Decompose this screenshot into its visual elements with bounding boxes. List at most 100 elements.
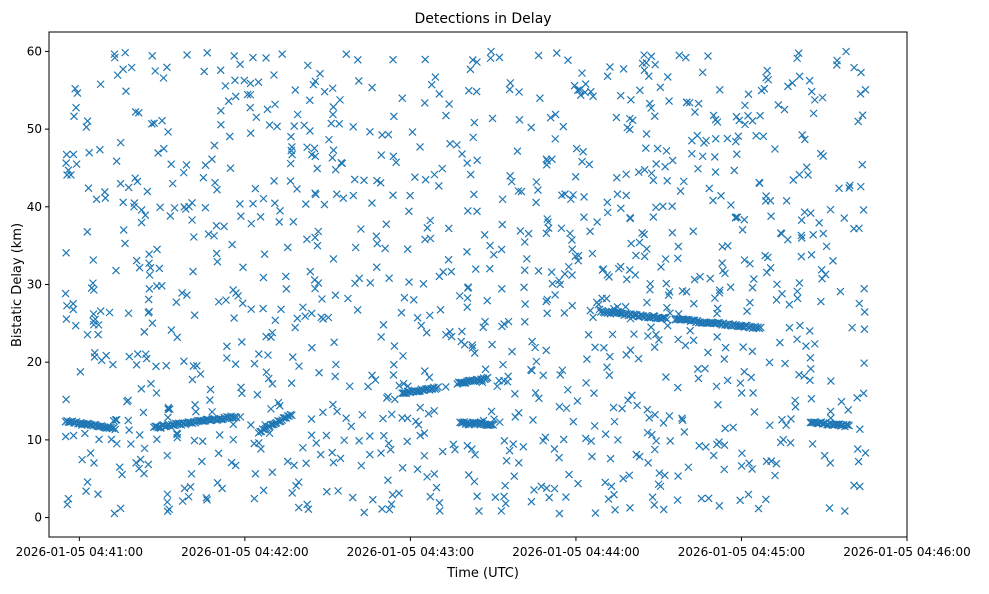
clutter-detection-marker (775, 338, 784, 347)
clutter-detection-marker (419, 279, 428, 288)
clutter-detection-marker (307, 309, 316, 318)
clutter-detection-marker (333, 407, 341, 416)
clutter-detection-marker (62, 395, 71, 404)
clutter-detection-marker (159, 144, 168, 153)
clutter-detection-marker (682, 98, 691, 107)
clutter-detection-marker (306, 267, 315, 276)
track-detection-marker (845, 421, 853, 430)
y-tick-label: 60 (27, 44, 42, 58)
clutter-detection-marker (822, 242, 831, 251)
clutter-detection-marker (408, 128, 417, 136)
clutter-detection-marker (400, 293, 409, 302)
clutter-detection-marker (674, 335, 683, 344)
clutter-detection-marker (63, 301, 71, 310)
clutter-detection-marker (680, 427, 689, 436)
clutter-detection-marker (231, 360, 240, 369)
clutter-detection-marker (682, 287, 691, 296)
clutter-detection-marker (213, 185, 221, 194)
clutter-detection-marker (455, 291, 464, 300)
clutter-detection-marker (809, 109, 818, 118)
clutter-detection-marker (793, 54, 802, 63)
clutter-detection-marker (787, 415, 795, 423)
clutter-detection-marker (377, 449, 385, 458)
clutter-detection-marker (698, 152, 707, 161)
clutter-detection-marker (413, 465, 422, 474)
clutter-detection-marker (593, 218, 602, 226)
clutter-detection-marker (645, 99, 654, 108)
clutter-detection-marker (301, 312, 310, 321)
clutter-detection-marker (263, 105, 272, 114)
clutter-detection-marker (212, 221, 221, 230)
clutter-detection-marker (844, 406, 853, 414)
clutter-detection-marker (626, 95, 635, 104)
clutter-detection-marker (555, 276, 564, 285)
clutter-detection-marker (702, 136, 711, 145)
clutter-detection-marker (762, 457, 771, 466)
clutter-detection-marker (613, 190, 622, 199)
clutter-detection-marker (853, 445, 862, 453)
clutter-detection-marker (316, 69, 324, 78)
clutter-detection-marker (565, 470, 573, 479)
clutter-detection-marker (199, 173, 208, 182)
clutter-detection-marker (643, 332, 652, 340)
clutter-detection-marker (139, 408, 148, 417)
track-detection-marker (486, 420, 495, 429)
clutter-detection-marker (854, 117, 863, 126)
clutter-detection-marker (338, 159, 347, 168)
clutter-detection-marker (858, 160, 867, 169)
clutter-detection-marker (76, 367, 85, 376)
clutter-detection-marker (329, 458, 338, 467)
clutter-detection-marker (528, 337, 537, 346)
clutter-detection-marker (159, 74, 168, 82)
clutter-detection-marker (534, 186, 542, 194)
clutter-detection-marker (287, 379, 296, 388)
clutter-detection-marker (748, 465, 757, 474)
clutter-detection-marker (307, 415, 316, 423)
clutter-detection-marker (685, 98, 694, 107)
clutter-detection-marker (612, 173, 621, 182)
clutter-detection-marker (506, 78, 515, 87)
clutter-detection-marker (471, 265, 480, 273)
clutter-detection-marker (483, 296, 492, 305)
clutter-detection-marker (235, 200, 244, 208)
clutter-detection-marker (339, 194, 348, 203)
clutter-detection-marker (797, 252, 806, 261)
clutter-detection-marker (91, 315, 100, 324)
clutter-detection-marker (647, 323, 655, 332)
clutter-detection-marker (493, 382, 502, 391)
clutter-detection-marker (425, 311, 434, 320)
clutter-detection-marker (463, 159, 472, 167)
clutter-detection-marker (588, 249, 597, 258)
clutter-detection-marker (640, 66, 649, 75)
track-detection-marker (658, 313, 667, 322)
clutter-detection-marker (116, 138, 125, 147)
clutter-detection-marker (331, 291, 340, 300)
clutter-detection-marker (427, 80, 436, 89)
clutter-detection-marker (861, 449, 870, 457)
clutter-detection-marker (582, 378, 591, 387)
clutter-detection-marker (855, 299, 864, 308)
clutter-detection-marker (649, 176, 658, 185)
clutter-detection-marker (749, 275, 758, 283)
clutter-detection-marker (254, 350, 263, 358)
clutter-detection-marker (69, 299, 78, 308)
clutter-detection-marker (561, 493, 570, 501)
clutter-detection-marker (152, 435, 161, 444)
clutter-detection-marker (760, 84, 769, 93)
clutter-detection-marker (661, 162, 670, 171)
clutter-detection-marker (320, 200, 329, 209)
clutter-detection-marker (580, 192, 588, 201)
clutter-detection-marker (247, 219, 256, 228)
clutter-detection-marker (613, 435, 622, 444)
clutter-detection-marker (372, 232, 381, 241)
clutter-detection-marker (860, 325, 869, 334)
clutter-detection-marker (358, 410, 367, 419)
clutter-detection-marker (360, 176, 368, 185)
clutter-detection-marker (701, 364, 709, 373)
clutter-detection-marker (673, 254, 682, 263)
clutter-detection-marker (303, 61, 312, 70)
clutter-detection-marker (796, 321, 804, 330)
clutter-detection-marker (262, 368, 271, 377)
clutter-detection-marker (260, 250, 269, 259)
clutter-detection-marker (473, 492, 482, 501)
